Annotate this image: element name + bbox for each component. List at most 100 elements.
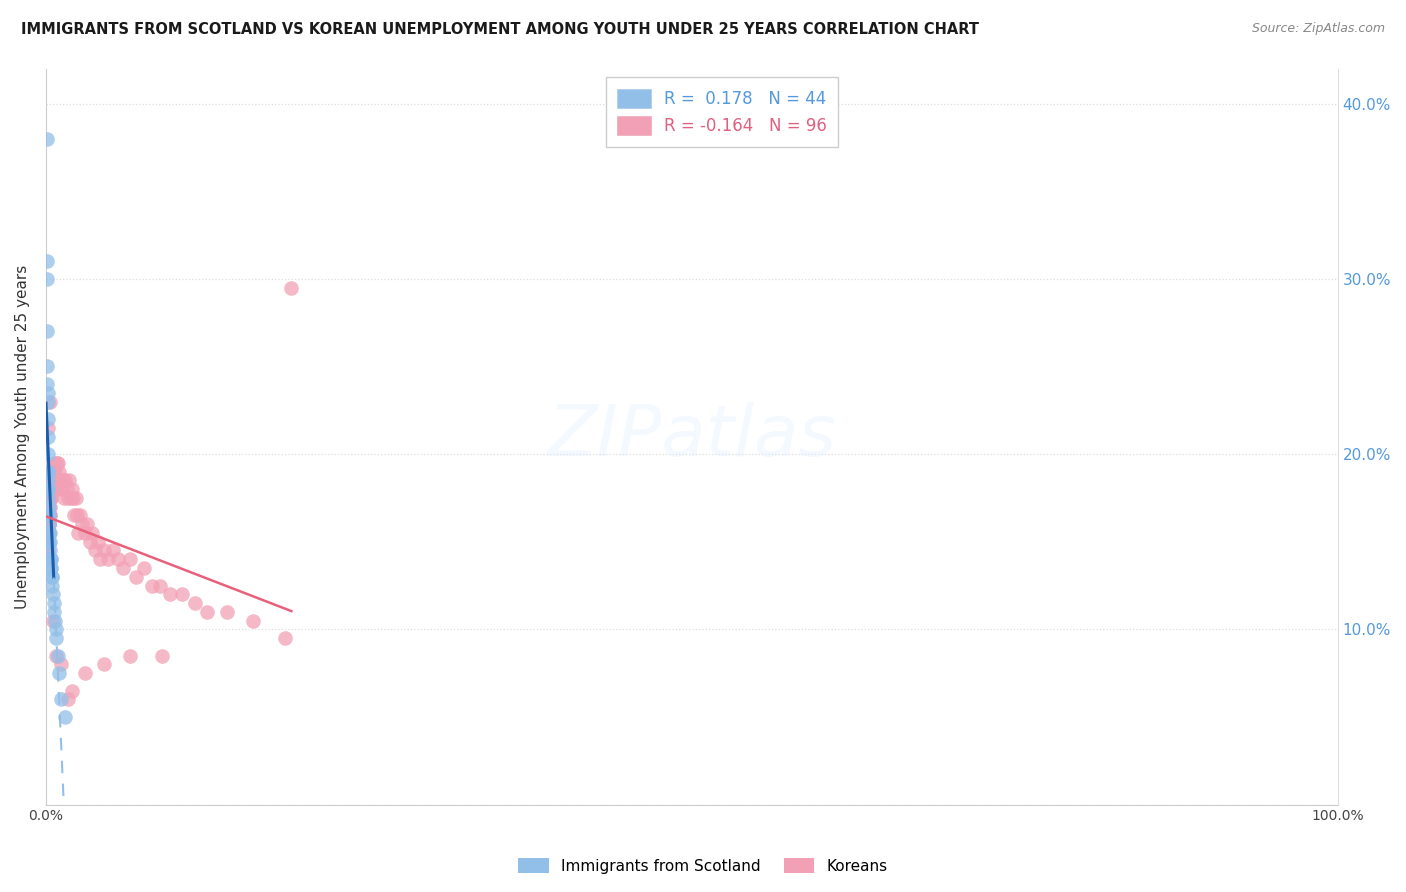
- Point: [44, 605, 66, 619]
- Point: [45, 631, 67, 645]
- Point: [41, 578, 63, 592]
- Point: [38, 517, 60, 532]
- Point: [42, 596, 65, 610]
- Point: [42, 456, 65, 470]
- Point: [41, 465, 63, 479]
- Point: [37, 359, 59, 374]
- Point: [41, 561, 63, 575]
- Point: [44, 482, 66, 496]
- Point: [51, 692, 73, 706]
- Point: [37, 534, 59, 549]
- Point: [39, 474, 62, 488]
- Point: [49, 474, 72, 488]
- Point: [38, 517, 60, 532]
- Point: [39, 508, 62, 523]
- Point: [65, 491, 87, 505]
- Point: [274, 631, 297, 645]
- Point: [58, 474, 80, 488]
- Point: [41, 482, 63, 496]
- Point: [37, 525, 59, 540]
- Point: [69, 508, 91, 523]
- Point: [82, 525, 104, 540]
- Point: [53, 710, 76, 724]
- Point: [51, 657, 73, 672]
- Point: [134, 561, 156, 575]
- Point: [37, 491, 59, 505]
- Point: [38, 508, 60, 523]
- Point: [37, 272, 59, 286]
- Point: [38, 543, 60, 558]
- Point: [37, 543, 59, 558]
- Point: [45, 482, 67, 496]
- Point: [48, 465, 70, 479]
- Point: [67, 525, 90, 540]
- Point: [37, 482, 59, 496]
- Point: [38, 517, 60, 532]
- Point: [45, 623, 67, 637]
- Point: [46, 456, 69, 470]
- Point: [56, 491, 79, 505]
- Point: [45, 474, 67, 488]
- Point: [46, 474, 69, 488]
- Point: [60, 683, 83, 698]
- Point: [59, 491, 82, 505]
- Point: [37, 517, 59, 532]
- Point: [62, 491, 84, 505]
- Point: [37, 394, 59, 409]
- Point: [48, 666, 70, 681]
- Point: [53, 491, 76, 505]
- Point: [51, 482, 73, 496]
- Point: [41, 474, 63, 488]
- Point: [37, 465, 59, 479]
- Point: [170, 587, 193, 601]
- Point: [42, 587, 65, 601]
- Point: [38, 500, 60, 514]
- Point: [38, 491, 60, 505]
- Point: [37, 465, 59, 479]
- Point: [39, 561, 62, 575]
- Point: [38, 508, 60, 523]
- Point: [93, 657, 115, 672]
- Point: [44, 465, 66, 479]
- Point: [38, 525, 60, 540]
- Point: [55, 482, 77, 496]
- Point: [242, 614, 264, 628]
- Point: [63, 508, 86, 523]
- Point: [46, 456, 69, 470]
- Point: [37, 421, 59, 435]
- Point: [38, 508, 60, 523]
- Point: [38, 508, 60, 523]
- Point: [37, 447, 59, 461]
- Point: [39, 482, 62, 496]
- Point: [39, 491, 62, 505]
- Point: [149, 578, 172, 592]
- Point: [35, 534, 58, 549]
- Point: [107, 552, 129, 566]
- Point: [38, 534, 60, 549]
- Point: [73, 666, 96, 681]
- Text: Source: ZipAtlas.com: Source: ZipAtlas.com: [1251, 22, 1385, 36]
- Point: [37, 525, 59, 540]
- Point: [39, 552, 62, 566]
- Point: [60, 482, 83, 496]
- Legend: Immigrants from Scotland, Koreans: Immigrants from Scotland, Koreans: [512, 852, 894, 880]
- Point: [45, 648, 67, 663]
- Point: [41, 482, 63, 496]
- Point: [37, 534, 59, 549]
- Point: [37, 429, 59, 443]
- Point: [280, 280, 302, 294]
- Point: [89, 552, 111, 566]
- Point: [37, 325, 59, 339]
- Point: [39, 552, 62, 566]
- Point: [39, 394, 62, 409]
- Point: [35, 131, 58, 145]
- Point: [183, 596, 205, 610]
- Point: [39, 500, 62, 514]
- Point: [215, 605, 238, 619]
- Point: [42, 474, 65, 488]
- Point: [37, 376, 59, 391]
- Point: [86, 534, 108, 549]
- Point: [56, 692, 79, 706]
- Point: [112, 561, 135, 575]
- Point: [42, 614, 65, 628]
